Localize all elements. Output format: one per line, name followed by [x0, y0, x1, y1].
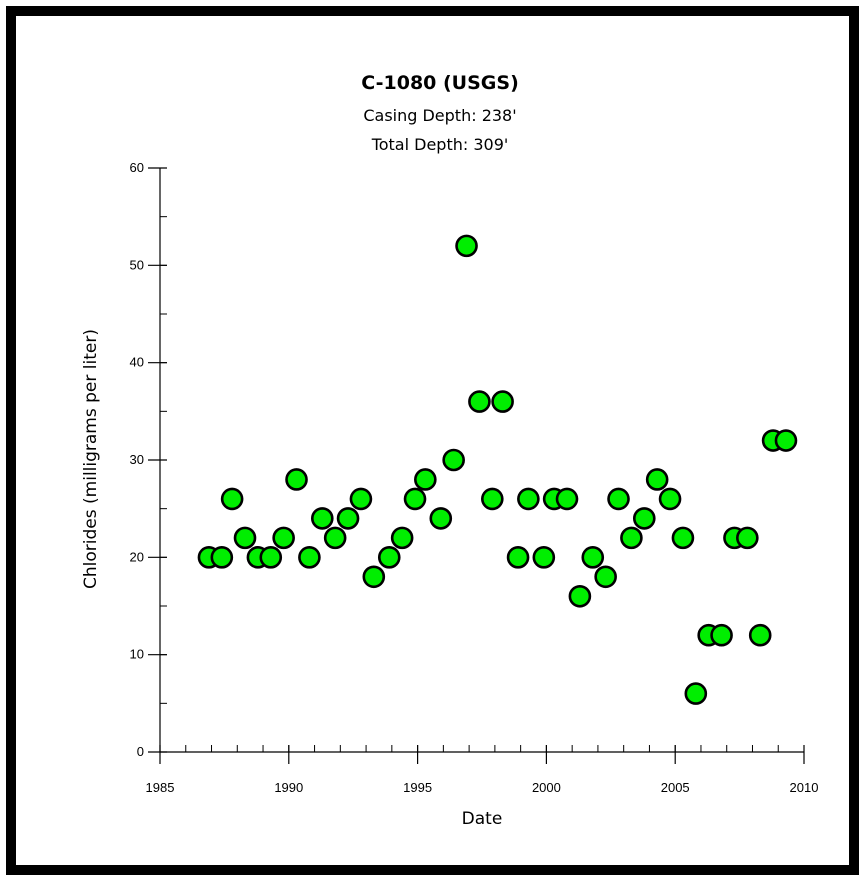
- data-point: [442, 448, 465, 472]
- x-tick-label: 1990: [274, 780, 303, 795]
- data-point: [491, 390, 514, 413]
- data-point: [517, 487, 540, 511]
- data-point: [220, 487, 244, 511]
- data-point: [594, 565, 617, 589]
- data-point: [429, 507, 453, 530]
- data-point: [684, 682, 708, 705]
- data-point: [390, 526, 414, 550]
- data-points: [197, 234, 798, 705]
- chart-subtitle-casing-depth: Casing Depth: 238': [363, 106, 516, 125]
- y-tick-label: 40: [130, 355, 144, 370]
- data-point: [671, 526, 695, 550]
- data-point: [736, 526, 759, 550]
- y-tick-label: 50: [130, 257, 144, 272]
- data-point: [607, 487, 630, 511]
- data-point: [710, 623, 733, 647]
- x-tick-label: 1985: [146, 780, 175, 795]
- data-point: [310, 507, 334, 530]
- data-point: [506, 546, 530, 569]
- data-point: [468, 390, 491, 413]
- y-tick-label: 0: [137, 744, 144, 759]
- data-point: [210, 546, 234, 569]
- data-point: [323, 526, 347, 550]
- x-tick-label: 1995: [403, 780, 432, 795]
- chart-frame: [6, 6, 859, 875]
- y-axis-label: Chlorides (milligrams per liter): [81, 329, 101, 589]
- x-axis-label: Date: [462, 809, 503, 829]
- data-point: [349, 487, 373, 511]
- data-point: [414, 468, 437, 491]
- axes: 0 10 20 30 40 50 60 1985 1990 1995 2000 2005 2010: [130, 160, 819, 795]
- data-point: [233, 526, 257, 550]
- x-tick-label: 2000: [532, 780, 561, 795]
- data-point: [403, 487, 427, 511]
- data-point: [259, 546, 283, 569]
- data-point: [568, 584, 592, 608]
- x-tick-label: 2005: [661, 780, 690, 795]
- data-point: [620, 526, 643, 550]
- data-point: [774, 429, 798, 452]
- data-point: [285, 468, 308, 491]
- data-point: [581, 546, 605, 569]
- y-tick-label: 30: [130, 452, 144, 467]
- data-point: [362, 565, 386, 589]
- x-tick-label: 2010: [790, 780, 819, 795]
- y-tick-label: 10: [130, 647, 144, 662]
- data-point: [645, 468, 669, 491]
- data-point: [532, 546, 556, 569]
- y-tick-label: 20: [130, 549, 144, 564]
- data-point: [481, 487, 504, 511]
- data-point: [658, 487, 682, 511]
- chart-title: C-1080 (USGS): [361, 72, 519, 94]
- data-point: [336, 507, 360, 530]
- data-point: [298, 546, 321, 569]
- data-point: [455, 234, 478, 258]
- chart-subtitle-total-depth: Total Depth: 309': [371, 135, 509, 154]
- y-tick-label: 60: [130, 160, 144, 175]
- data-point: [555, 487, 579, 511]
- data-point: [377, 546, 401, 569]
- data-point: [748, 623, 772, 647]
- data-point: [272, 526, 295, 550]
- data-point: [632, 507, 656, 530]
